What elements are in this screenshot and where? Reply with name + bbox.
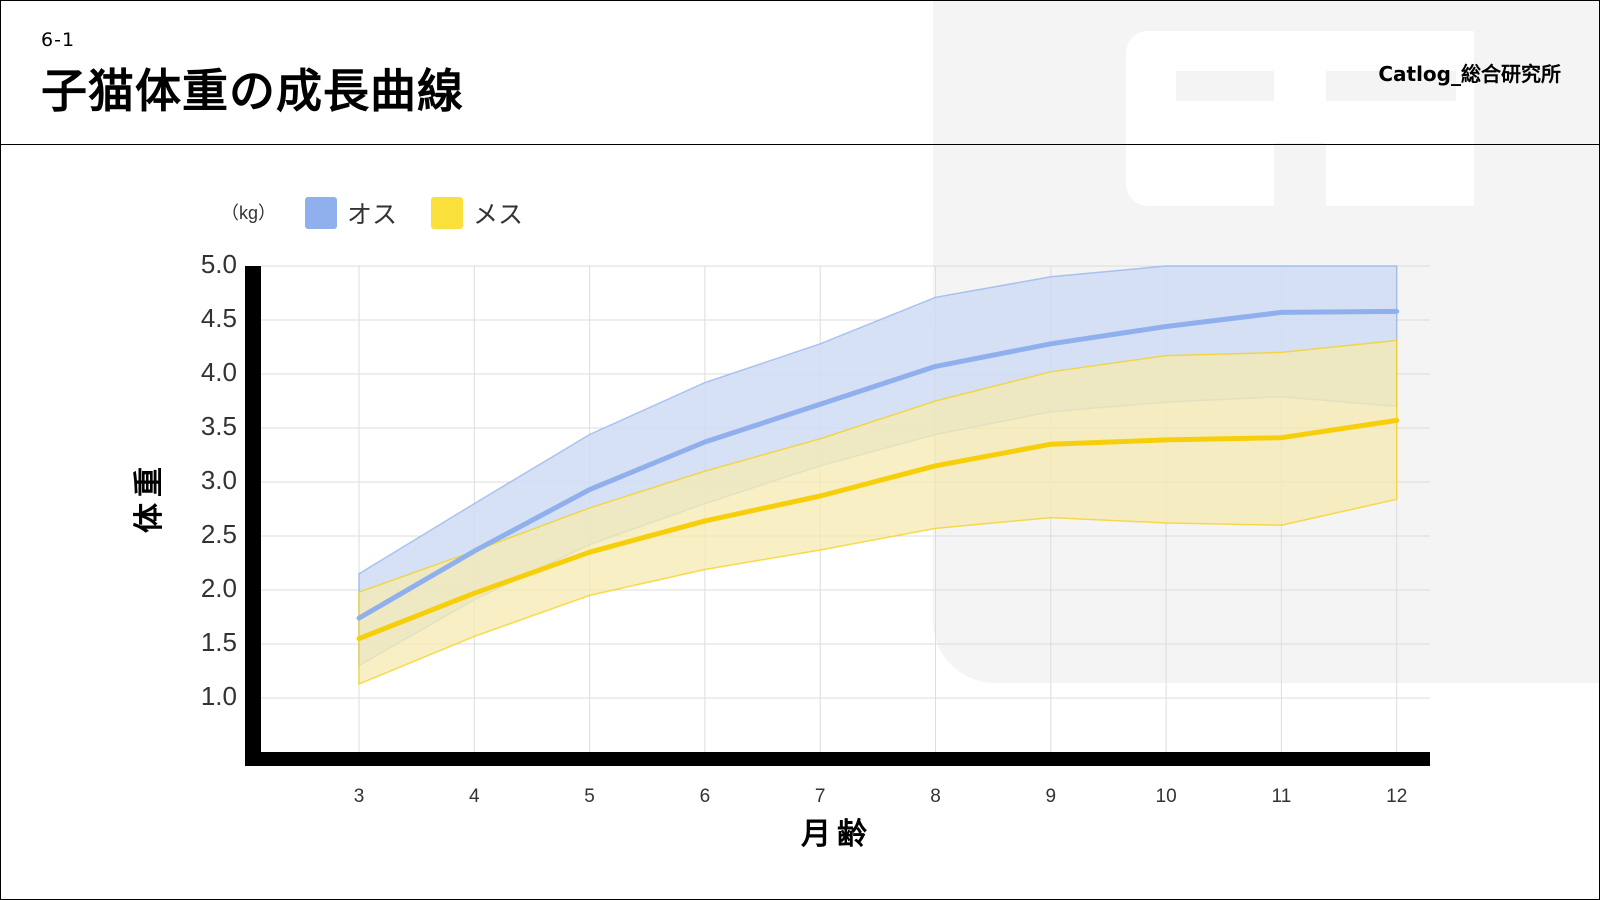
series-lines: [356, 308, 1400, 642]
y-tick-label: 3.0: [201, 465, 237, 495]
page-title: 子猫体重の成長曲線: [41, 64, 464, 118]
x-tick-labels: 3 4 5 6 7 8 9 10 11 12: [354, 786, 1408, 807]
series-line-male: [356, 308, 1400, 621]
watermark-logo-icon: [1126, 31, 1474, 206]
x-tick-label: 3: [354, 786, 365, 807]
legend-swatch-male: [305, 197, 337, 229]
legend-label-female: メス: [473, 201, 523, 229]
x-tick-label: 6: [700, 786, 711, 807]
series-line-female: [356, 417, 1400, 642]
legend-label-male: オス: [347, 201, 397, 229]
x-tick-label: 4: [469, 786, 480, 807]
y-tick-label: 4.5: [201, 303, 237, 333]
y-tick-label: 1.0: [201, 681, 237, 711]
y-axis-label: 体重: [133, 461, 166, 533]
x-tick-label: 7: [815, 786, 826, 807]
section-number: 6-1: [41, 29, 76, 51]
x-axis-line: [245, 752, 1430, 766]
y-tick-label: 5.0: [201, 249, 237, 279]
y-axis-line: [245, 266, 261, 766]
x-tick-label: 11: [1272, 786, 1292, 807]
y-tick-labels: 5.0 4.5 4.0 3.5 3.0 2.5 2.0 1.5 1.0: [201, 249, 237, 711]
range-band-female: [358, 339, 1398, 686]
unit-label: （kg）: [221, 203, 276, 223]
y-tick-label: 2.5: [201, 519, 237, 549]
x-tick-label: 5: [584, 786, 595, 807]
y-tick-label: 2.0: [201, 573, 237, 603]
x-tick-label: 10: [1156, 786, 1177, 807]
y-tick-label: 4.0: [201, 357, 237, 387]
y-tick-label: 3.5: [201, 411, 237, 441]
x-tick-label: 12: [1386, 786, 1407, 807]
header: 6-1 子猫体重の成長曲線 Catlog_総合研究所: [1, 1, 1599, 145]
brand-logo-text: Catlog_総合研究所: [1378, 62, 1561, 86]
y-tick-label: 1.5: [201, 627, 237, 657]
x-tick-label: 9: [1046, 786, 1057, 807]
legend-swatch-female: [431, 197, 463, 229]
range-bands: [358, 265, 1398, 686]
x-tick-label: 8: [930, 786, 941, 807]
legend: オス メス: [305, 197, 523, 229]
x-axis-label: 月齢: [801, 817, 873, 851]
